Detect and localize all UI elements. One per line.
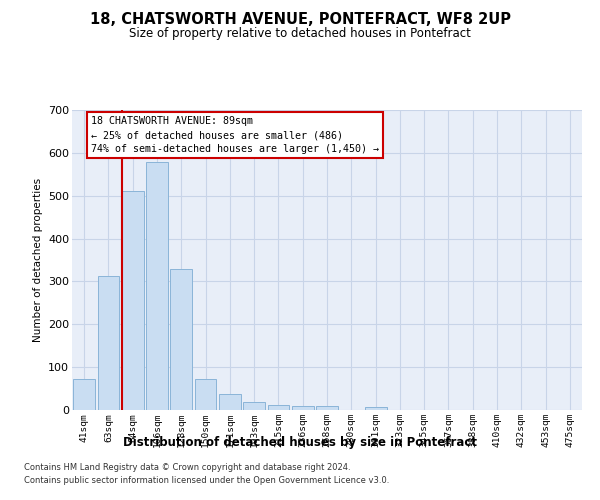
Bar [122, 191, 143, 410]
Text: Contains HM Land Registry data © Crown copyright and database right 2024.: Contains HM Land Registry data © Crown c… [24, 464, 350, 472]
Bar [73, 379, 95, 410]
Bar [365, 406, 386, 410]
Bar [292, 406, 314, 410]
Bar [194, 379, 217, 410]
Bar [316, 406, 338, 410]
Bar [268, 405, 289, 410]
Bar [243, 402, 265, 410]
Bar [170, 268, 192, 410]
Bar [219, 394, 241, 410]
Text: 18, CHATSWORTH AVENUE, PONTEFRACT, WF8 2UP: 18, CHATSWORTH AVENUE, PONTEFRACT, WF8 2… [89, 12, 511, 28]
Text: 18 CHATSWORTH AVENUE: 89sqm
← 25% of detached houses are smaller (486)
74% of se: 18 CHATSWORTH AVENUE: 89sqm ← 25% of det… [91, 116, 379, 154]
Y-axis label: Number of detached properties: Number of detached properties [32, 178, 43, 342]
Text: Size of property relative to detached houses in Pontefract: Size of property relative to detached ho… [129, 28, 471, 40]
Bar [146, 162, 168, 410]
Text: Distribution of detached houses by size in Pontefract: Distribution of detached houses by size … [123, 436, 477, 449]
Bar [97, 276, 119, 410]
Text: Contains public sector information licensed under the Open Government Licence v3: Contains public sector information licen… [24, 476, 389, 485]
